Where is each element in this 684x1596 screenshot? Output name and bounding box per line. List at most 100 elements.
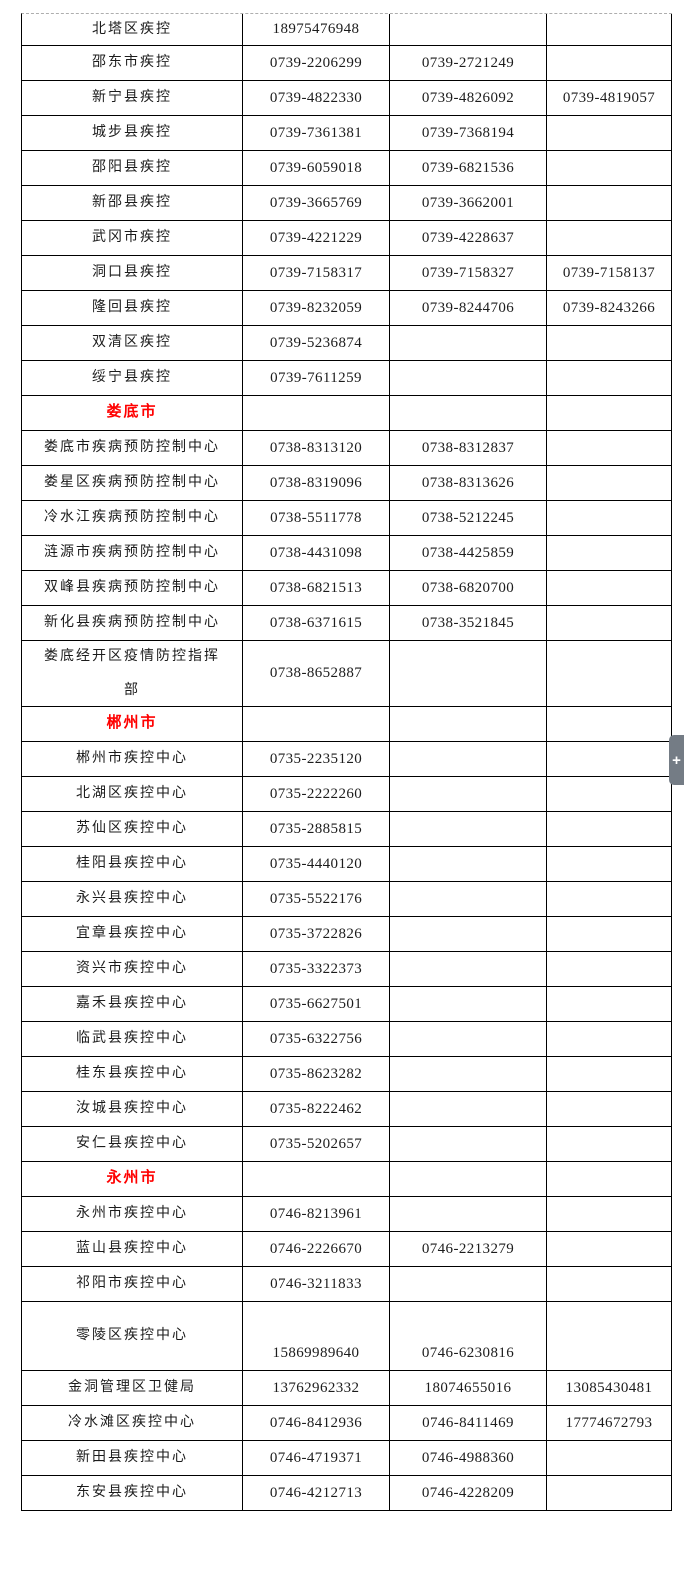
- phone-cell: 0738-4431098: [243, 536, 390, 571]
- phone-cell: [547, 917, 672, 952]
- phone-cell: [547, 707, 672, 742]
- phone-cell: [547, 1441, 672, 1476]
- phone-cell: 0738-6821513: [243, 571, 390, 606]
- phone-cell: [547, 571, 672, 606]
- phone-cell: 13085430481: [547, 1371, 672, 1406]
- org-name-cell: 蓝山县疾控中心: [22, 1232, 243, 1267]
- table-row: 新田县疾控中心 0746-4719371 0746-4988360: [22, 1441, 672, 1476]
- org-name-cell: 洞口县疾控: [22, 256, 243, 291]
- phone-cell: 0746-2213279: [390, 1232, 547, 1267]
- phone-cell: 15869989640: [243, 1302, 390, 1371]
- phone-cell: 0746-8412936: [243, 1406, 390, 1441]
- org-name-cell: 城步县疾控: [22, 116, 243, 151]
- phone-cell: 0738-3521845: [390, 606, 547, 641]
- phone-cell: 0738-8312837: [390, 431, 547, 466]
- table-row: 隆回县疾控 0739-8232059 0739-8244706 0739-824326…: [22, 291, 672, 326]
- table-row: 零陵区疾控中心 15869989640 0746-6230816: [22, 1302, 672, 1371]
- phone-cell: [390, 396, 547, 431]
- table-row: 双清区疾控 0739-5236874: [22, 326, 672, 361]
- phone-cell: [547, 1162, 672, 1197]
- phone-cell: [390, 812, 547, 847]
- table-row: 绥宁县疾控 0739-7611259: [22, 361, 672, 396]
- org-name-cell: 涟源市疾病预防控制中心: [22, 536, 243, 571]
- org-name-cell: 武冈市疾控: [22, 221, 243, 256]
- phone-cell: [390, 952, 547, 987]
- phone-cell: [390, 917, 547, 952]
- phone-cell: 0739-4826092: [390, 81, 547, 116]
- phone-cell: [547, 606, 672, 641]
- table-row: 涟源市疾病预防控制中心 0738-4431098 0738-4425859: [22, 536, 672, 571]
- phone-cell: [390, 882, 547, 917]
- phone-cell: 0746-6230816: [390, 1302, 547, 1371]
- table-row: 北湖区疾控中心 0735-2222260: [22, 777, 672, 812]
- org-name-cell: 冷水滩区疾控中心: [22, 1406, 243, 1441]
- phone-cell: [547, 326, 672, 361]
- phone-cell: 18074655016: [390, 1371, 547, 1406]
- phone-cell: [547, 466, 672, 501]
- phone-cell: [390, 641, 547, 707]
- org-name-cell: 嘉禾县疾控中心: [22, 987, 243, 1022]
- table-row: 新化县疾病预防控制中心 0738-6371615 0738-3521845: [22, 606, 672, 641]
- table-row: 安仁县疾控中心 0735-5202657: [22, 1127, 672, 1162]
- phone-cell: 0735-3722826: [243, 917, 390, 952]
- table-row: 娄底经开区疫情防控指挥部 0738-8652887: [22, 641, 672, 707]
- phone-cell: 0738-8319096: [243, 466, 390, 501]
- phone-cell: [547, 14, 672, 46]
- table-row: 永州市疾控中心 0746-8213961: [22, 1197, 672, 1232]
- org-name-cell: 金洞管理区卫健局: [22, 1371, 243, 1406]
- phone-cell: [547, 1057, 672, 1092]
- phone-cell: 0739-6821536: [390, 151, 547, 186]
- table-row: 娄星区疾病预防控制中心 0738-8319096 0738-8313626: [22, 466, 672, 501]
- phone-cell: 0735-6627501: [243, 987, 390, 1022]
- phone-cell: [547, 952, 672, 987]
- org-name-cell: 永兴县疾控中心: [22, 882, 243, 917]
- section-title: 娄底市: [22, 396, 243, 431]
- table-row: 娄底市疾病预防控制中心 0738-8313120 0738-8312837: [22, 431, 672, 466]
- phone-cell: 13762962332: [243, 1371, 390, 1406]
- phone-cell: [390, 1197, 547, 1232]
- phone-cell: 0738-5212245: [390, 501, 547, 536]
- expand-button[interactable]: +: [669, 735, 684, 785]
- section-header-row: 娄底市: [22, 396, 672, 431]
- org-name-cell: 冷水江疾病预防控制中心: [22, 501, 243, 536]
- phone-cell: 0738-5511778: [243, 501, 390, 536]
- phone-cell: [390, 707, 547, 742]
- phone-cell: [547, 1197, 672, 1232]
- phone-cell: [547, 1267, 672, 1302]
- phone-cell: 0739-8244706: [390, 291, 547, 326]
- org-name-cell: 邵东市疾控: [22, 46, 243, 81]
- section-title: 永州市: [22, 1162, 243, 1197]
- phone-cell: 0738-6371615: [243, 606, 390, 641]
- table-row: 东安县疾控中心 0746-4212713 0746-4228209: [22, 1476, 672, 1511]
- org-name-cell: 苏仙区疾控中心: [22, 812, 243, 847]
- phone-cell: 0739-2721249: [390, 46, 547, 81]
- phone-cell: [390, 1267, 547, 1302]
- phone-cell: 0739-7368194: [390, 116, 547, 151]
- table-row: 蓝山县疾控中心 0746-2226670 0746-2213279: [22, 1232, 672, 1267]
- phone-cell: [547, 151, 672, 186]
- phone-cell: 0739-4819057: [547, 81, 672, 116]
- phone-cell: 0746-4988360: [390, 1441, 547, 1476]
- phone-cell: [547, 46, 672, 81]
- phone-cell: 0735-8623282: [243, 1057, 390, 1092]
- phone-cell: [547, 777, 672, 812]
- table-row: 郴州市疾控中心 0735-2235120: [22, 742, 672, 777]
- phone-cell: 0739-3662001: [390, 186, 547, 221]
- phone-cell: [547, 186, 672, 221]
- phone-cell: [547, 1232, 672, 1267]
- table-row: 冷水江疾病预防控制中心 0738-5511778 0738-5212245: [22, 501, 672, 536]
- phone-cell: [547, 536, 672, 571]
- phone-cell: [547, 742, 672, 777]
- phone-cell: 0739-2206299: [243, 46, 390, 81]
- phone-cell: [547, 1127, 672, 1162]
- org-name-cell: 安仁县疾控中心: [22, 1127, 243, 1162]
- table-row: 苏仙区疾控中心 0735-2885815: [22, 812, 672, 847]
- phone-cell: 0735-4440120: [243, 847, 390, 882]
- phone-cell: [547, 221, 672, 256]
- phone-cell: [547, 501, 672, 536]
- org-name-cell: 桂东县疾控中心: [22, 1057, 243, 1092]
- table-row: 永兴县疾控中心 0735-5522176: [22, 882, 672, 917]
- phone-cell: [547, 396, 672, 431]
- phone-cell: [390, 777, 547, 812]
- phone-cell: [547, 1302, 672, 1371]
